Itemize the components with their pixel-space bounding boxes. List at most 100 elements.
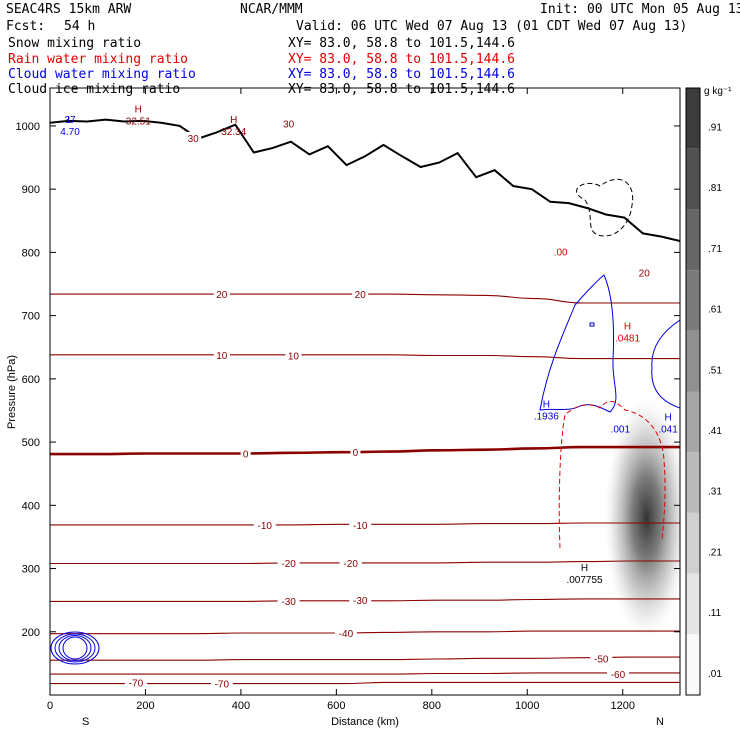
y-tick-label: 1000 <box>16 121 40 133</box>
contour-label: 20 <box>639 269 651 280</box>
colorbar-label: .01 <box>708 669 722 680</box>
extremum-marker: H <box>581 563 588 574</box>
legend-rain-name: Rain water mixing ratio <box>8 52 188 67</box>
contour-label-bg <box>349 518 372 531</box>
contour-label-bg <box>210 677 233 690</box>
contour-label-bg <box>352 288 369 301</box>
isotherm-line <box>50 445 680 456</box>
legend-rain-xy: XY= 83.0, 58.8 to 101.5,144.6 <box>288 52 515 67</box>
contour-label-bg <box>349 594 372 607</box>
colorbar-segment <box>686 391 700 453</box>
extremum-value: .00 <box>554 247 568 258</box>
contour-label: 30 <box>188 134 200 145</box>
contour-label-bg <box>339 556 362 569</box>
extremum-value: 32.34 <box>221 127 246 138</box>
colorbar-label: .31 <box>708 487 722 498</box>
header-valid: Valid: 06 UTC Wed 07 Aug 13 (01 CDT Wed … <box>296 19 687 34</box>
terrain-line <box>50 118 680 242</box>
x-tick-label: 600 <box>327 700 345 712</box>
extremum-value: .041 <box>658 424 678 435</box>
y-tick-label: 300 <box>22 564 40 576</box>
y-tick-label: 600 <box>22 374 40 386</box>
plot-frame <box>49 87 681 696</box>
contour-label: -40 <box>339 629 354 640</box>
rain-water-contour <box>558 401 666 549</box>
header-init: Init: 00 UTC Mon 05 Aug 13 <box>540 2 740 17</box>
x-tick-label: 1200 <box>610 700 634 712</box>
colorbar: g kg⁻¹ .91 .81 .71 .61 .51 .41 .31 .21 .11 .01 <box>685 86 732 696</box>
isotherm-line <box>50 672 680 675</box>
legend-snow-name: Snow mixing ratio <box>8 36 141 51</box>
colorbar-segment <box>686 634 700 695</box>
colorbar-segment <box>686 148 700 210</box>
y-axis-label: Pressure (hPa) <box>6 355 18 429</box>
snow-shading <box>604 397 680 638</box>
legend-rain: Rain water mixing ratio XY= 83.0, 58.8 t… <box>8 52 515 67</box>
colorbar-label: .91 <box>708 122 722 133</box>
x-tick-label: 800 <box>423 700 441 712</box>
contour-label-bg <box>277 594 300 607</box>
isotherm-line <box>50 354 680 360</box>
extremum-value: 32.51 <box>126 116 151 127</box>
colorbar-label: .41 <box>708 426 722 437</box>
contour-label-bg <box>240 447 251 460</box>
contour-label: -30 <box>353 596 368 607</box>
extremum-value: .1936 <box>534 412 559 423</box>
contour-label: -30 <box>281 597 296 608</box>
contour-label-bg <box>253 518 276 531</box>
extremum-value: .0481 <box>615 333 640 344</box>
contour-label-bg <box>277 556 300 569</box>
colorbar-label: .61 <box>708 305 722 316</box>
x-end-label-north: N <box>656 716 664 728</box>
plot-labels: -70 -70 -60-50 -40 -30 -30 -20 -20 -10 -10 0 0 10 10 2… <box>60 104 678 690</box>
legend-cloud-ice: Cloud ice mixing ratio XY= 83.0, 58.8 to… <box>8 82 515 97</box>
cloud-ice-contour <box>576 178 634 237</box>
colorbar-label: .51 <box>708 365 722 376</box>
cloud-water-cell <box>589 322 595 327</box>
x-tick-label: 200 <box>136 700 154 712</box>
contour-label-bg <box>213 288 230 301</box>
extremum-marker: H <box>664 412 671 423</box>
legend-snow: Snow mixing ratio XY= 83.0, 58.8 to 101.… <box>8 36 515 51</box>
axes: 0 200 400 600 800 1000 12002003004005006007008… <box>16 88 680 712</box>
colorbar-segment <box>686 573 700 635</box>
legend-cloud-ice-xy: XY= 83.0, 58.8 to 101.5,144.6 <box>288 82 515 97</box>
extremum-marker: H <box>543 400 550 411</box>
contour-label: -20 <box>281 559 296 570</box>
contour-label: 10 <box>288 351 300 362</box>
legend: Snow mixing ratio XY= 83.0, 58.8 to 101.… <box>8 36 515 97</box>
y-tick-label: 700 <box>22 311 40 323</box>
colorbar-segment <box>686 88 700 149</box>
contour-label: -10 <box>258 521 273 532</box>
legend-cloud-water-name: Cloud water mixing ratio <box>8 67 196 82</box>
contour-label: 0 <box>353 448 359 459</box>
header-fcst-label: Fcst: <box>6 19 45 34</box>
contour-label: -50 <box>594 654 609 665</box>
colorbar-segment <box>686 330 700 392</box>
cloud-water-surface-contour <box>58 635 92 661</box>
contour-label-bg <box>606 668 629 681</box>
cloud-water-surface-contour <box>62 636 88 660</box>
extremum-marker: H <box>230 115 237 126</box>
extremum-value: 4.70 <box>60 127 80 138</box>
colorbar-label: .81 <box>708 183 722 194</box>
contour-label-bg <box>350 446 361 459</box>
contour-label: 20 <box>216 290 228 301</box>
extremum-value: 37 <box>64 115 76 126</box>
colorbar-label: .21 <box>708 547 722 558</box>
contour-label: -60 <box>611 670 626 681</box>
x-tick-label: 1000 <box>515 700 539 712</box>
y-tick-label: 900 <box>22 184 40 196</box>
contour-label: 20 <box>355 290 367 301</box>
contour-label: 30 <box>283 119 295 130</box>
extremum-marker: H <box>624 321 631 332</box>
contour-label-bg <box>124 676 147 689</box>
legend-cloud-water-xy: XY= 83.0, 58.8 to 101.5,144.6 <box>288 67 515 82</box>
legend-cloud-water: Cloud water mixing ratio XY= 83.0, 58.8 … <box>8 67 515 82</box>
isotherm-line <box>50 630 680 635</box>
contour-label: 10 <box>216 351 228 362</box>
colorbar-frame <box>685 87 701 696</box>
cloud-water-contour-east <box>651 319 680 409</box>
cloud-water-contour <box>539 274 617 413</box>
